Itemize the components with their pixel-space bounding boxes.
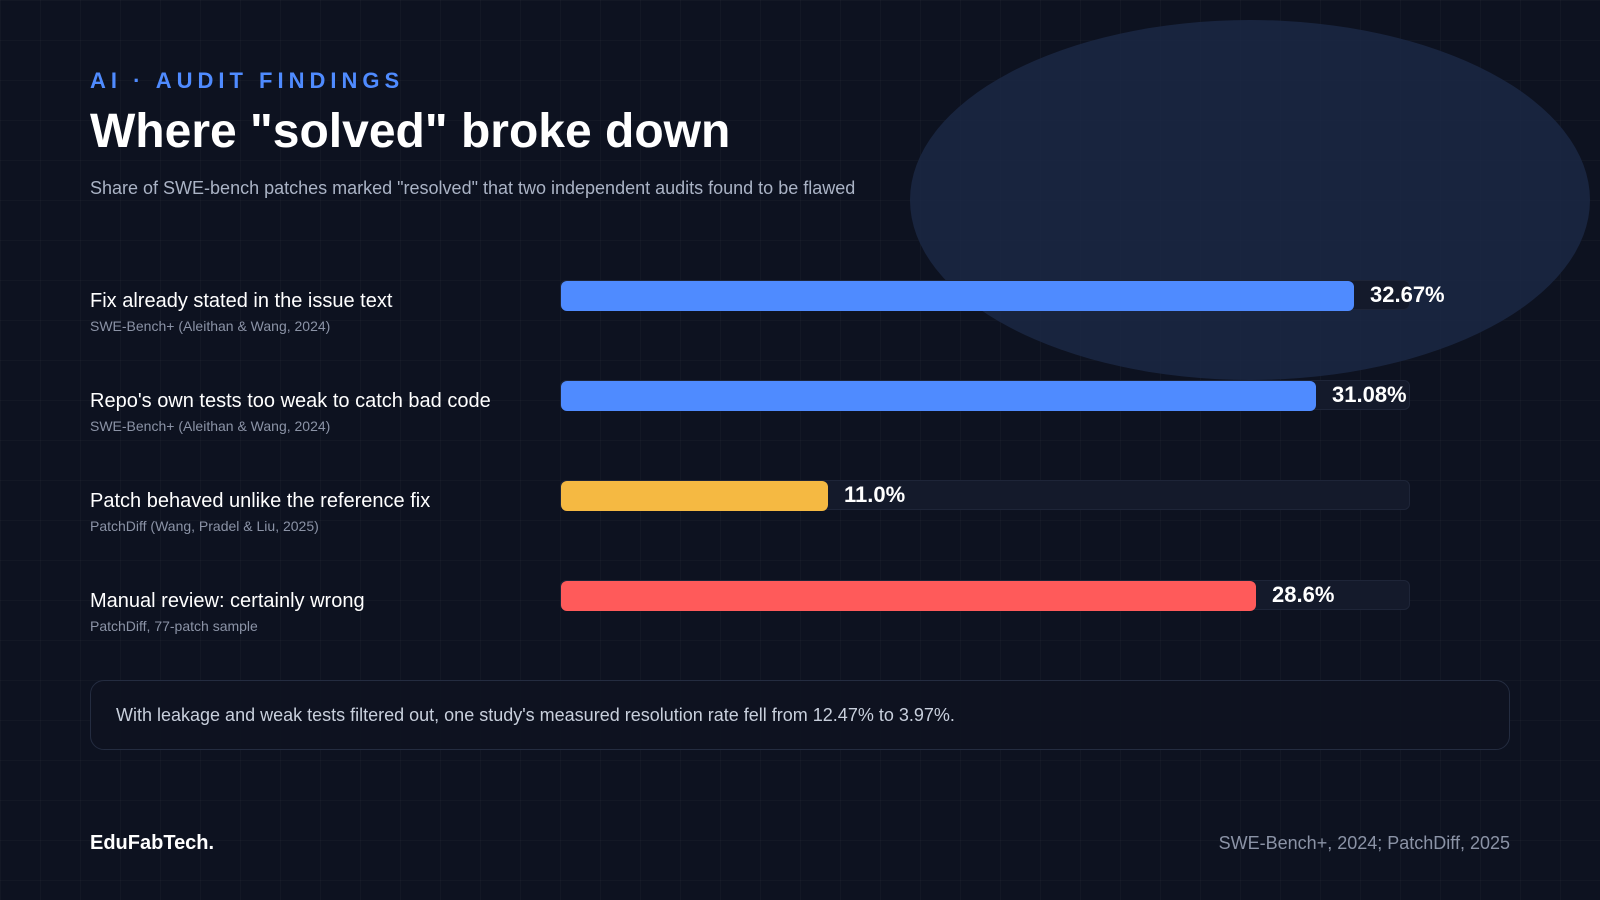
bar-value-label: 31.08%: [1332, 382, 1407, 407]
bar-source-label: SWE-Bench+ (Aleithan & Wang, 2024): [90, 418, 331, 434]
eyebrow-label: AI · AUDIT FINDINGS: [90, 68, 405, 93]
brand-logo-text: EduFabTech.: [90, 832, 215, 854]
source-citation: SWE-Bench+, 2024; PatchDiff, 2025: [1218, 833, 1510, 853]
bar: [561, 481, 828, 511]
bar-value-label: 32.67%: [1370, 282, 1445, 307]
bar: [561, 281, 1354, 311]
bar-row: Repo's own tests too weak to catch bad c…: [90, 380, 1510, 450]
bar-value-label: 28.6%: [1272, 582, 1335, 607]
bar-category-label: Manual review: certainly wrong: [90, 590, 365, 612]
bar-value-label: 11.0%: [844, 482, 906, 507]
page-title: Where "solved" broke down: [90, 105, 731, 158]
background-glow: [910, 20, 1590, 380]
bar-source-label: PatchDiff, 77-patch sample: [90, 618, 258, 634]
bar-source-label: SWE-Bench+ (Aleithan & Wang, 2024): [90, 318, 331, 334]
bar: [561, 381, 1316, 411]
page-subtitle: Share of SWE-bench patches marked "resol…: [90, 178, 856, 198]
callout-text: With leakage and weak tests filtered out…: [116, 705, 955, 725]
bar-category-label: Repo's own tests too weak to catch bad c…: [90, 390, 491, 412]
bar-row: Fix already stated in the issue text SWE-…: [90, 280, 1510, 350]
callout-box: With leakage and weak tests filtered out…: [90, 680, 1510, 750]
bar-source-label: PatchDiff (Wang, Pradel & Liu, 2025): [90, 518, 319, 534]
bar-row: Manual review: certainly wrong PatchDiff,…: [90, 580, 1510, 650]
bar-category-label: Fix already stated in the issue text: [90, 290, 393, 312]
bar-track: 28.6%: [560, 580, 1410, 611]
bar-track: 32.67%: [560, 280, 1445, 311]
bar-category-label: Patch behaved unlike the reference fix: [90, 490, 431, 512]
bar: [561, 581, 1256, 611]
bar-row: Patch behaved unlike the reference fix Pa…: [90, 480, 1510, 550]
bar-track: 11.0%: [560, 480, 1410, 511]
bar-track: 31.08%: [560, 380, 1410, 411]
